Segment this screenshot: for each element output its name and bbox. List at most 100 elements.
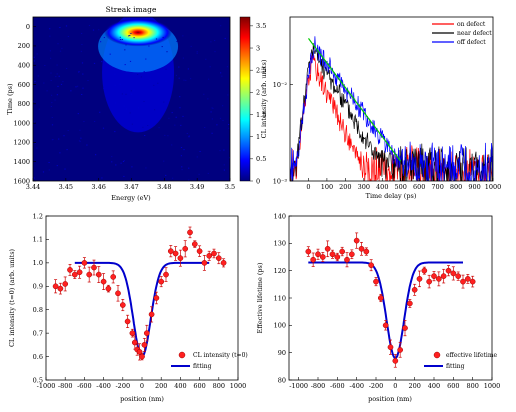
panel-b-xtick-label: 100 <box>321 183 333 191</box>
heatmap-noise <box>183 149 185 151</box>
heatmap-noise <box>214 51 216 53</box>
panel-d-data-point <box>339 248 346 255</box>
heatmap-noise <box>98 29 100 31</box>
heatmap-noise <box>52 139 54 140</box>
panel-b-xtick-label: 800 <box>450 183 462 191</box>
panel-d-data-point <box>368 262 375 269</box>
heatmap-noise <box>196 52 198 54</box>
panel-a-ylabel: Time (ps) <box>6 83 14 115</box>
heatmap-noise <box>102 127 105 129</box>
panel-d-data-point <box>305 248 312 255</box>
heatmap-noise <box>111 161 113 163</box>
heatmap-noise <box>123 175 125 177</box>
panel-b-ytick-label: 10⁻³ <box>273 177 288 185</box>
panel-b-frame <box>289 16 494 182</box>
heatmap-noise <box>155 38 158 40</box>
heatmap-noise <box>142 126 144 128</box>
panel-c-data-point <box>115 290 121 297</box>
heatmap-noise <box>111 67 113 69</box>
heatmap-noise <box>178 77 180 79</box>
heatmap-noise <box>120 162 122 164</box>
heatmap-noise <box>137 74 139 75</box>
heatmap-noise <box>64 168 66 170</box>
heatmap-noise <box>80 50 82 52</box>
heatmap-noise <box>147 125 149 126</box>
panel-d-ylabel: Effective lifetime (ps) <box>256 262 264 333</box>
heatmap-noise <box>34 81 36 82</box>
panel-c-data-point <box>220 260 227 266</box>
panel-c-xtick-label: 0 <box>140 382 144 390</box>
panel-c-data-point <box>172 250 179 257</box>
heatmap-noise <box>34 143 36 144</box>
heatmap-noise <box>145 167 147 169</box>
colorbar-tick-label: 3.5 <box>256 22 266 30</box>
panel-c-xtick-label: 400 <box>174 382 186 390</box>
heatmap-noise <box>198 173 200 175</box>
heatmap-noise <box>214 40 216 41</box>
heatmap-noise <box>57 43 59 45</box>
panel-cl-intensity: -1000 -800 -600 -400 -200 0 200 400 600 800 1000 0.… <box>8 212 248 403</box>
heatmap-noise <box>33 60 35 62</box>
heatmap-noise <box>57 85 59 87</box>
heatmap-noise <box>33 56 35 58</box>
heatmap-noise <box>51 102 53 104</box>
panel-d-xtick-label: 400 <box>428 382 440 390</box>
series-line-near-defect <box>290 43 493 181</box>
legend-label-fitting: fitting <box>193 363 212 370</box>
panel-d-data-point <box>348 251 355 258</box>
panel-c-xtick-label: 600 <box>193 382 205 390</box>
panel-c-data-point <box>143 330 150 336</box>
panel-b-ylabel: CL intensity (arb. units) <box>260 59 268 138</box>
series-line-off-defect <box>290 36 493 181</box>
heatmap-noise <box>176 41 178 42</box>
heatmap-noise <box>81 44 83 45</box>
panel-a-xtick-label: 3.44 <box>26 183 40 191</box>
panel-c-data-point <box>131 339 138 346</box>
panel-c-data-point <box>215 255 222 262</box>
heatmap-noise <box>188 135 190 137</box>
heatmap-noise <box>179 107 181 109</box>
heatmap-noise <box>42 171 45 173</box>
heatmap-noise <box>180 147 183 148</box>
panel-c-ytick-label: 0.9 <box>33 283 43 291</box>
heatmap-noise <box>183 79 185 81</box>
heatmap-noise <box>113 69 116 71</box>
heatmap-noise <box>51 117 53 118</box>
heatmap-noise <box>220 25 222 27</box>
panel-c-data-point <box>136 349 143 355</box>
heatmap-noise <box>81 33 83 34</box>
panel-c-data-point <box>67 267 73 273</box>
heatmap-noise <box>119 39 122 40</box>
heatmap-noise <box>223 149 225 151</box>
panel-c-data-point <box>167 248 174 254</box>
heatmap-noise <box>50 106 52 107</box>
heatmap-noise <box>124 64 126 66</box>
heatmap-noise <box>60 83 63 85</box>
heatmap-noise <box>164 134 166 136</box>
heatmap-noise <box>123 160 125 161</box>
heatmap-noise <box>165 68 167 70</box>
heatmap-noise <box>81 62 84 64</box>
panel-c-data-point <box>141 342 148 348</box>
heatmap-noise <box>83 121 85 122</box>
heatmap-noise <box>190 45 192 47</box>
panel-d-ytick-label: 120 <box>274 267 286 275</box>
heatmap-noise <box>78 72 80 73</box>
heatmap-noise <box>94 121 96 122</box>
heatmap-noise <box>70 90 72 92</box>
heatmap-noise <box>93 62 96 64</box>
heatmap-noise <box>114 102 117 104</box>
panel-c-xtick-label: -1000 <box>37 382 56 390</box>
panel-d-data-point <box>324 245 331 252</box>
panel-d-data-point <box>411 286 418 293</box>
heatmap-noise <box>67 130 69 131</box>
panel-a-xtick-label: 3.49 <box>190 183 204 191</box>
heatmap-noise <box>207 98 209 100</box>
heatmap-noise <box>211 107 213 109</box>
panel-d-data-point <box>455 273 462 279</box>
legend-label-off-defect: off defect <box>457 39 486 46</box>
heatmap-noise <box>165 174 167 176</box>
heatmap-noise <box>43 82 45 84</box>
panel-c-xtick-label: -800 <box>58 382 73 390</box>
heatmap-noise <box>56 73 58 75</box>
